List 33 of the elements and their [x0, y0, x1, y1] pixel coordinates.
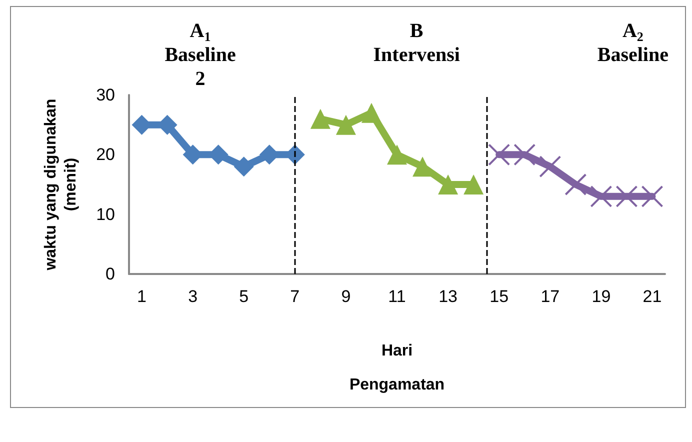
x-tick-label: 3: [188, 287, 198, 306]
text: B Intervensi: [373, 20, 460, 66]
point: [539, 156, 562, 178]
x-tick-label: 11: [388, 287, 406, 306]
x-tick-label: 7: [290, 287, 300, 306]
x-axis-title: Hari Pengamatan: [349, 342, 445, 394]
point: [412, 156, 433, 177]
y-tick-label: 0: [106, 264, 115, 284]
x-tick-label: 19: [592, 287, 611, 306]
y-tick-label: 10: [96, 204, 115, 224]
point: [310, 108, 330, 129]
point: [464, 174, 484, 194]
x-tick-label: 13: [438, 287, 458, 306]
point: [336, 114, 356, 135]
point: [564, 174, 587, 196]
y-tick-label: 30: [96, 86, 115, 104]
point: [488, 144, 510, 166]
x-tick-label: 17: [540, 287, 560, 306]
x-tick-label: 21: [642, 287, 662, 306]
x-tick-label: 9: [341, 287, 351, 306]
point: [438, 174, 458, 194]
x-tick-label: 1: [137, 287, 146, 306]
x-tick-label: 5: [239, 287, 249, 306]
point: [616, 185, 638, 208]
point: [387, 144, 407, 165]
y-axis-title: waktu yang digunakan (menit): [42, 98, 80, 272]
point: [514, 144, 536, 166]
point: [590, 185, 612, 208]
y-tick-label: 20: [96, 145, 115, 164]
point: [361, 102, 382, 123]
x-tick-label: 15: [490, 287, 509, 306]
point: [641, 185, 664, 208]
point: [234, 156, 254, 177]
